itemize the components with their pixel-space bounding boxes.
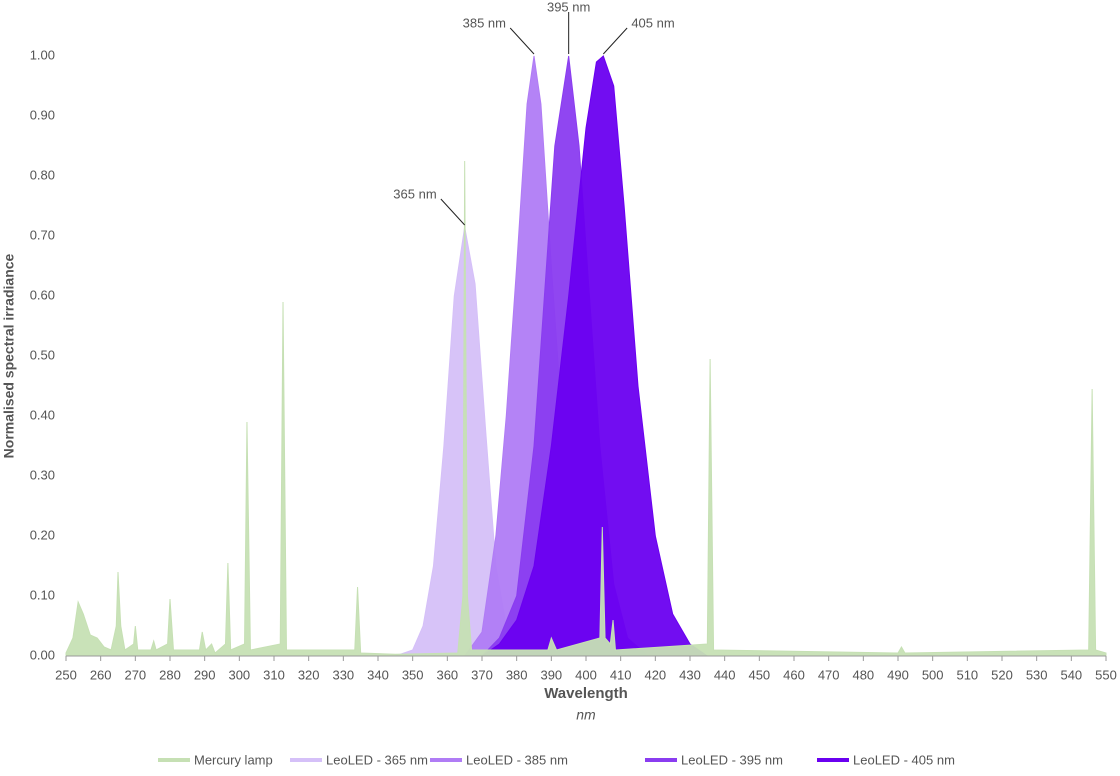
x-axis-title: Wavelength — [544, 685, 628, 702]
x-tick-label: 280 — [159, 667, 181, 682]
x-tick-label: 360 — [436, 667, 458, 682]
x-tick-label: 410 — [610, 667, 632, 682]
y-tick-label: 0.10 — [30, 587, 55, 602]
x-tick-label: 440 — [714, 667, 736, 682]
y-tick-label: 0.90 — [30, 107, 55, 122]
annotation: 405 nm — [631, 15, 674, 30]
y-tick-label: 0.30 — [30, 467, 55, 482]
x-tick-label: 460 — [783, 667, 805, 682]
x-tick-label: 320 — [298, 667, 320, 682]
legend-label: LeoLED - 385 nm — [466, 752, 568, 767]
annotation-leader — [509, 27, 535, 55]
annotation: 395 nm — [547, 0, 590, 14]
y-tick-label: 0.70 — [30, 227, 55, 242]
y-tick-label: 0.20 — [30, 527, 55, 542]
x-tick-label: 390 — [540, 667, 562, 682]
y-tick-label: 0.80 — [30, 167, 55, 182]
x-tick-label: 530 — [1026, 667, 1048, 682]
x-tick-label: 520 — [991, 667, 1013, 682]
annotation-leader — [602, 27, 628, 55]
legend-label: LeoLED - 405 nm — [853, 752, 955, 767]
annotation-leader — [440, 198, 466, 226]
annotation: 385 nm — [463, 15, 506, 30]
y-tick-label: 0.60 — [30, 287, 55, 302]
x-tick-label: 430 — [679, 667, 701, 682]
x-tick-label: 540 — [1060, 667, 1082, 682]
x-tick-label: 350 — [402, 667, 424, 682]
area — [65, 160, 1107, 657]
x-tick-label: 260 — [90, 667, 112, 682]
legend-label: LeoLED - 365 nm — [326, 752, 428, 767]
x-tick-label: 290 — [194, 667, 216, 682]
x-tick-label: 310 — [263, 667, 285, 682]
x-tick-label: 340 — [367, 667, 389, 682]
legend-label: LeoLED - 395 nm — [681, 752, 783, 767]
x-tick-label: 480 — [852, 667, 874, 682]
x-tick-label: 470 — [818, 667, 840, 682]
y-axis-title: Normalised spectral irradiance — [1, 253, 17, 458]
x-tick-label: 420 — [644, 667, 666, 682]
x-axis-unit: nm — [576, 707, 596, 723]
y-tick-label: 0.50 — [30, 347, 55, 362]
y-tick-label: 1.00 — [30, 47, 55, 62]
x-tick-label: 510 — [956, 667, 978, 682]
y-tick-label: 0.00 — [30, 647, 55, 662]
x-tick-label: 380 — [506, 667, 528, 682]
y-tick-label: 0.40 — [30, 407, 55, 422]
x-tick-label: 370 — [471, 667, 493, 682]
x-tick-label: 500 — [922, 667, 944, 682]
legend-label: Mercury lamp — [194, 752, 273, 767]
x-tick-label: 450 — [748, 667, 770, 682]
annotation: 365 nm — [393, 186, 436, 201]
x-tick-label: 330 — [332, 667, 354, 682]
x-tick-label: 490 — [887, 667, 909, 682]
x-tick-label: 250 — [55, 667, 77, 682]
x-tick-label: 270 — [124, 667, 146, 682]
x-tick-label: 550 — [1095, 667, 1117, 682]
x-tick-label: 300 — [228, 667, 250, 682]
x-tick-label: 400 — [575, 667, 597, 682]
area — [480, 55, 709, 657]
